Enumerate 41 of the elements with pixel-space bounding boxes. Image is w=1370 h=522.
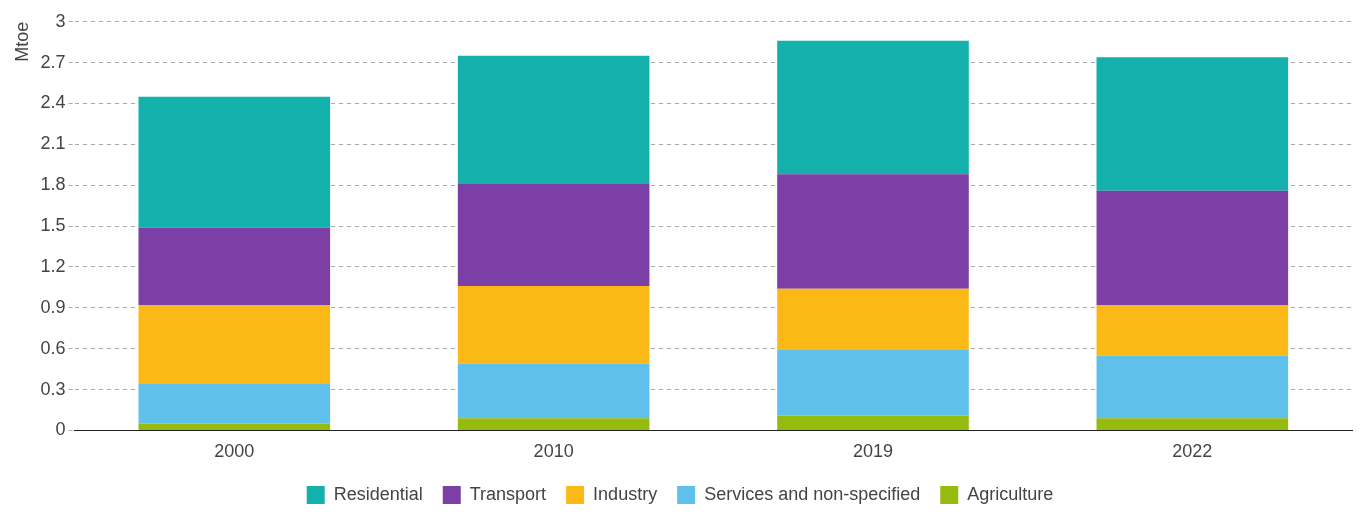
legend-label: Transport [469,483,547,504]
bar [1096,418,1289,430]
y-tick-label: 3 [55,10,66,31]
x-tick-label: 2019 [852,441,894,462]
y-tick-label: 0 [55,419,66,440]
bar [138,305,331,385]
bar [138,384,331,424]
bar [457,286,650,364]
bar [777,174,969,289]
y-tick-label: 1.5 [40,215,66,236]
x-tick-label: 2022 [1172,441,1213,462]
bar [777,415,969,430]
y-tick-label: 1.8 [40,174,66,195]
bar [457,363,650,419]
bar [138,227,331,306]
y-tick-label: 2.4 [40,92,66,113]
y-tick-label: 0.6 [40,337,66,358]
bar [1096,355,1289,419]
legend-label: Residential [333,483,423,504]
x-tick-label: 2000 [214,441,255,462]
legend-label: Services and non-specified [704,483,921,504]
legend-label: Agriculture [967,483,1054,504]
bar [138,423,331,430]
bar [777,350,969,416]
bar [1096,190,1289,306]
y-tick-label: 0.3 [40,378,66,399]
legend-label: Industry [593,483,658,504]
bar [1096,57,1289,191]
bar [457,183,650,287]
bar [138,96,331,228]
bar [777,288,969,351]
bar [457,418,650,430]
y-tick-label: 0.9 [40,296,66,317]
y-tick-label: 1.2 [40,255,66,276]
bar [1096,305,1289,356]
bar [777,40,969,175]
bar [457,55,650,184]
y-tick-label: 2.7 [40,51,66,72]
x-tick-label: 2010 [533,441,574,462]
y-tick-label: 2.1 [40,133,66,154]
y-axis-title: Mtoe [11,21,32,62]
